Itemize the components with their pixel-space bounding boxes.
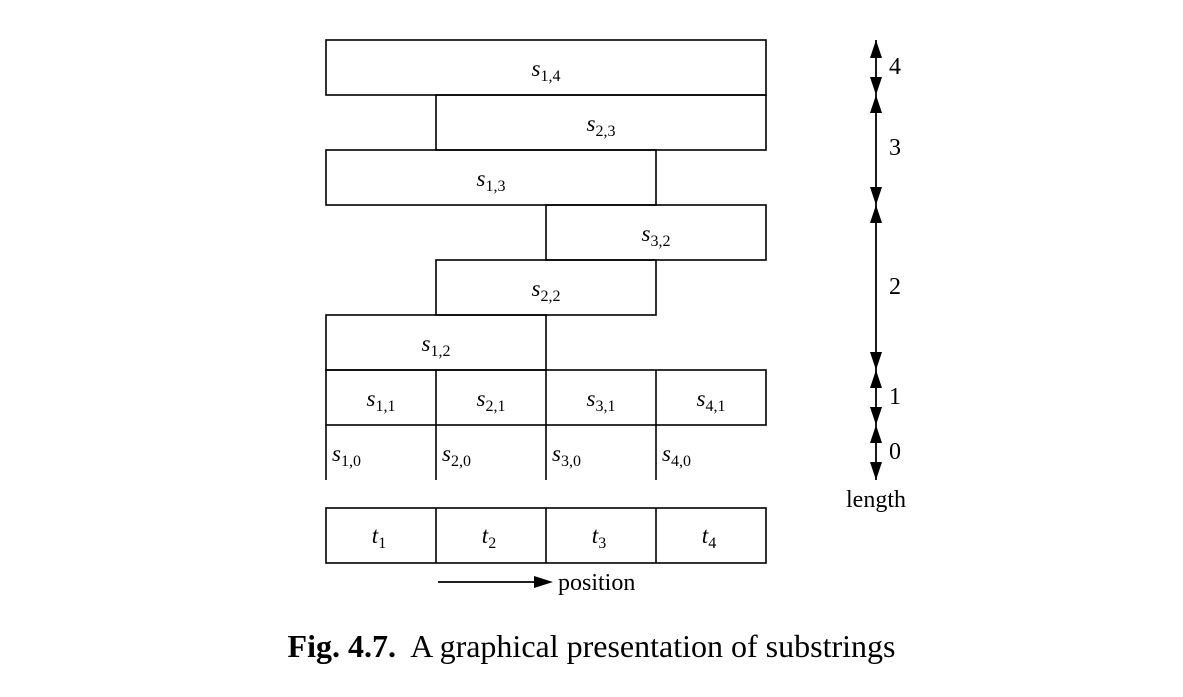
arrow-up-icon bbox=[870, 370, 882, 388]
text-cell-label: t1 bbox=[372, 523, 386, 552]
text-cell-label: t4 bbox=[702, 523, 716, 552]
figure-caption: Fig. 4.7. A graphical presentation of su… bbox=[0, 628, 1183, 665]
substring-row-length-2: s2,2 bbox=[435, 259, 657, 316]
text-row: t1 t2 t3 t4 bbox=[325, 507, 767, 564]
substring-label: s3,0 bbox=[552, 441, 581, 470]
substring-label: s3,2 bbox=[642, 221, 671, 250]
position-arrowhead-icon bbox=[534, 576, 553, 588]
substring-label: s1,2 bbox=[422, 331, 451, 360]
substring-label: s4,1 bbox=[697, 386, 726, 415]
figure-caption-text: A graphical presentation of substrings bbox=[410, 628, 896, 664]
length-tick-label: 1 bbox=[889, 384, 901, 410]
arrow-down-icon bbox=[870, 187, 882, 205]
substring-label: s1,3 bbox=[477, 166, 506, 195]
substring-label: s2,1 bbox=[477, 386, 506, 415]
substring-label: s2,3 bbox=[587, 111, 616, 140]
arrow-down-icon bbox=[870, 407, 882, 425]
position-axis: position bbox=[438, 570, 635, 596]
substring-row-length-3: s2,3 bbox=[435, 94, 767, 151]
substring-label: s2,0 bbox=[442, 441, 471, 470]
length-tick-label: 3 bbox=[889, 135, 901, 161]
arrow-up-icon bbox=[870, 95, 882, 113]
arrow-down-icon bbox=[870, 77, 882, 95]
length-tick-label: 0 bbox=[889, 439, 901, 465]
substring-label: s1,4 bbox=[532, 56, 561, 85]
text-cell-label: t2 bbox=[482, 523, 496, 552]
figure-number: Fig. 4.7. bbox=[287, 628, 396, 664]
substring-row-length-3: s1,3 bbox=[325, 149, 657, 206]
substring-box bbox=[325, 149, 657, 206]
length-axis-label: length bbox=[846, 487, 906, 513]
substring-row-length-1: s1,1 s2,1 s3,1 s4,1 bbox=[325, 369, 767, 426]
arrow-up-icon bbox=[870, 425, 882, 443]
substring-row-length-2: s1,2 bbox=[325, 314, 547, 371]
length-tick-label: 2 bbox=[889, 274, 901, 300]
substring-label: s3,1 bbox=[587, 386, 616, 415]
arrow-up-icon bbox=[870, 205, 882, 223]
text-cell-label: t3 bbox=[592, 523, 606, 552]
length-tick-label: 4 bbox=[889, 54, 901, 80]
length-axis: 4 3 2 1 0 length bbox=[846, 40, 906, 513]
substring-row-length-0: s1,0 s2,0 s3,0 s4,0 bbox=[325, 425, 691, 480]
arrow-down-icon bbox=[870, 462, 882, 480]
substring-label: s1,1 bbox=[367, 386, 396, 415]
substring-label: s2,2 bbox=[532, 276, 561, 305]
substring-row-length-2: s3,2 bbox=[545, 204, 767, 261]
position-axis-label: position bbox=[558, 570, 635, 596]
substring-row-length-4: s1,4 bbox=[325, 39, 767, 96]
arrow-down-icon bbox=[870, 352, 882, 370]
substring-label: s4,0 bbox=[662, 441, 691, 470]
substring-label: s1,0 bbox=[332, 441, 361, 470]
arrow-up-icon bbox=[870, 40, 882, 58]
